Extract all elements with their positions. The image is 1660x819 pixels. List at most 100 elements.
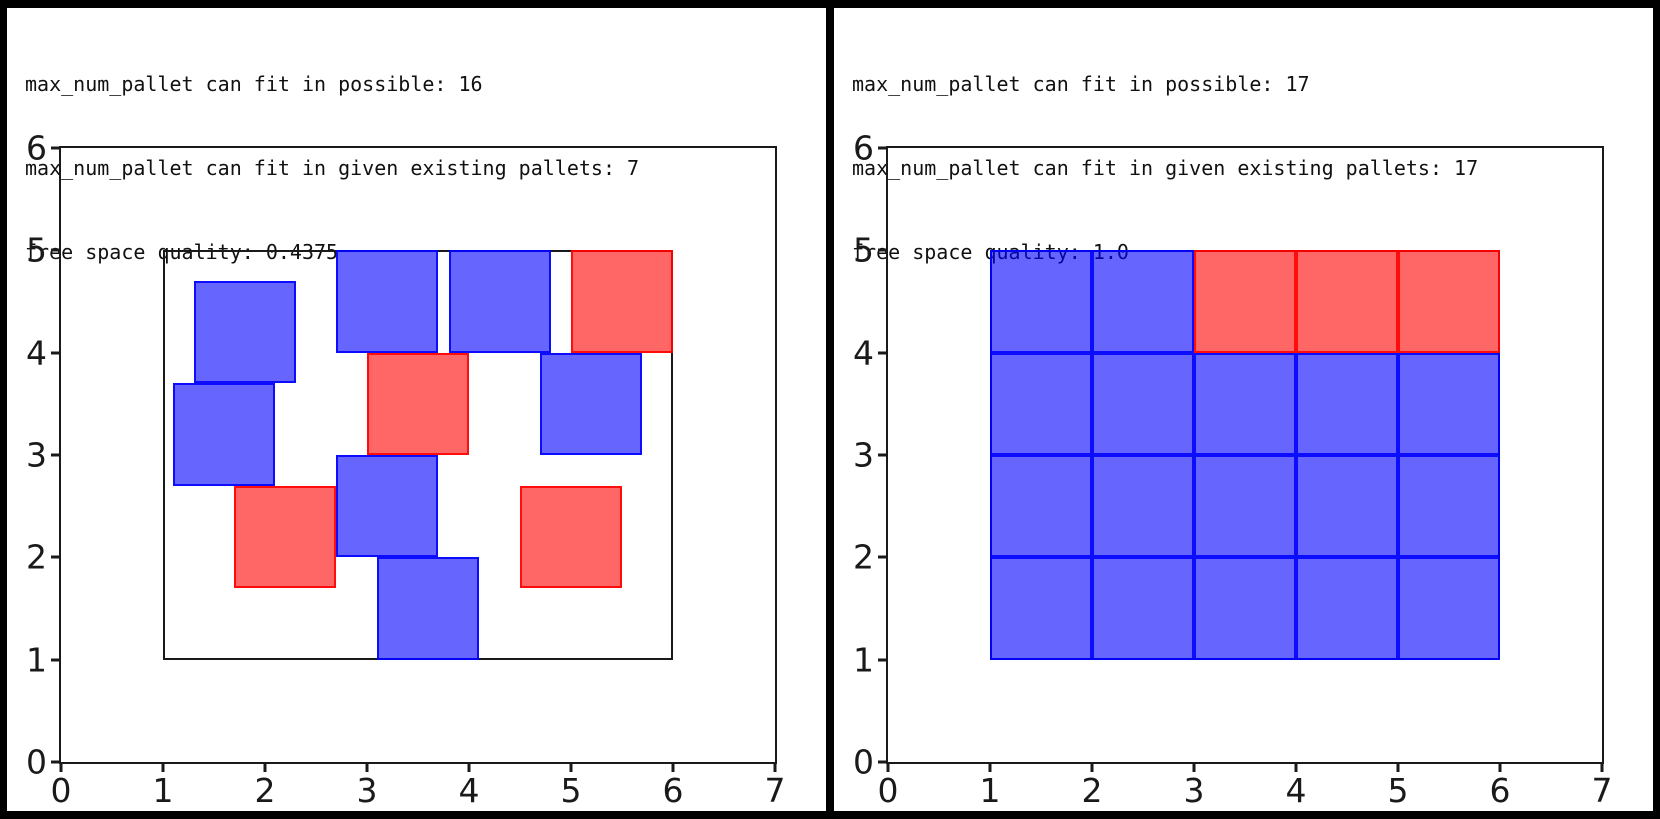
y-tick-label: 2 bbox=[853, 537, 874, 577]
x-tick-mark bbox=[161, 764, 165, 772]
y-tick-label: 6 bbox=[26, 128, 47, 168]
y-tick-label: 5 bbox=[26, 230, 47, 270]
y-tick-label: 1 bbox=[26, 640, 47, 680]
pallet-square-blue bbox=[1194, 455, 1296, 558]
x-tick-mark bbox=[886, 764, 890, 772]
pallet-square-blue bbox=[990, 557, 1092, 660]
x-tick-mark bbox=[467, 764, 471, 772]
pallet-square-blue bbox=[1092, 250, 1194, 353]
x-tick-mark bbox=[569, 764, 573, 772]
pallet-square-blue bbox=[1296, 455, 1398, 558]
pallet-square-red bbox=[367, 352, 469, 455]
y-tick-mark bbox=[51, 146, 59, 150]
pallet-square-blue bbox=[540, 352, 643, 455]
y-tick-mark bbox=[51, 760, 59, 764]
pallet-square-blue bbox=[990, 352, 1092, 455]
pallet-square-blue bbox=[173, 383, 276, 486]
panel-left: max_num_pallet can fit in possible: 16 m… bbox=[7, 8, 826, 811]
pallet-square-blue bbox=[990, 455, 1092, 558]
x-tick-label: 4 bbox=[458, 771, 480, 810]
y-tick-mark bbox=[878, 555, 886, 559]
pallet-square-blue bbox=[1398, 557, 1500, 660]
x-tick-label: 2 bbox=[1081, 771, 1103, 810]
x-tick-mark bbox=[1192, 764, 1196, 772]
pallet-square-blue bbox=[1296, 352, 1398, 455]
y-tick-label: 6 bbox=[853, 128, 874, 168]
x-tick-label: 0 bbox=[877, 771, 899, 810]
pallet-square-blue bbox=[448, 250, 551, 353]
info-text-right: max_num_pallet can fit in possible: 17 m… bbox=[852, 14, 1478, 322]
x-tick-mark bbox=[773, 764, 777, 772]
pallet-square-blue bbox=[1092, 557, 1194, 660]
info-line-existing: max_num_pallet can fit in given existing… bbox=[25, 156, 640, 180]
x-tick-mark bbox=[988, 764, 992, 772]
y-tick-label: 3 bbox=[853, 435, 874, 475]
x-tick-label: 6 bbox=[1489, 771, 1511, 810]
pallet-square-blue bbox=[1296, 557, 1398, 660]
x-tick-mark bbox=[1396, 764, 1400, 772]
pallet-square-blue bbox=[1398, 352, 1500, 455]
pallet-square-blue bbox=[336, 455, 439, 558]
pallet-square-red bbox=[571, 250, 673, 353]
x-tick-mark bbox=[1498, 764, 1502, 772]
pallet-square-red bbox=[1296, 250, 1398, 353]
x-tick-mark bbox=[59, 764, 63, 772]
pallet-square-blue bbox=[336, 250, 439, 353]
pallet-square-blue bbox=[1092, 455, 1194, 558]
panel-right: max_num_pallet can fit in possible: 17 m… bbox=[834, 8, 1653, 811]
x-tick-label: 0 bbox=[50, 771, 72, 810]
y-tick-label: 3 bbox=[26, 435, 47, 475]
x-tick-label: 3 bbox=[1183, 771, 1205, 810]
y-tick-mark bbox=[878, 248, 886, 252]
y-tick-label: 0 bbox=[853, 742, 874, 782]
info-line-possible: max_num_pallet can fit in possible: 17 bbox=[852, 72, 1310, 96]
y-tick-mark bbox=[878, 146, 886, 150]
pallet-square-red bbox=[234, 485, 337, 589]
info-line-existing: max_num_pallet can fit in given existing… bbox=[852, 156, 1479, 180]
pallet-square-blue bbox=[193, 281, 296, 384]
x-tick-mark bbox=[1294, 764, 1298, 772]
pallet-square-blue bbox=[1092, 352, 1194, 455]
pallet-square-blue bbox=[377, 557, 480, 660]
x-tick-mark bbox=[1090, 764, 1094, 772]
x-tick-mark bbox=[365, 764, 369, 772]
x-tick-label: 1 bbox=[152, 771, 174, 810]
y-tick-mark bbox=[51, 555, 59, 559]
y-tick-label: 4 bbox=[26, 333, 47, 373]
x-tick-label: 7 bbox=[1591, 771, 1613, 810]
info-text-left: max_num_pallet can fit in possible: 16 m… bbox=[25, 14, 639, 322]
x-tick-mark bbox=[1600, 764, 1604, 772]
x-tick-mark bbox=[263, 764, 267, 772]
y-tick-mark bbox=[878, 453, 886, 457]
pallet-square-blue bbox=[990, 250, 1092, 353]
y-tick-label: 2 bbox=[26, 537, 47, 577]
x-tick-label: 7 bbox=[764, 771, 786, 810]
x-tick-label: 5 bbox=[1387, 771, 1409, 810]
x-tick-label: 4 bbox=[1285, 771, 1307, 810]
y-tick-mark bbox=[51, 658, 59, 662]
y-tick-mark bbox=[51, 351, 59, 355]
x-tick-label: 5 bbox=[560, 771, 582, 810]
pallet-square-blue bbox=[1398, 455, 1500, 558]
x-tick-label: 2 bbox=[254, 771, 276, 810]
y-tick-mark bbox=[51, 248, 59, 252]
y-tick-label: 5 bbox=[853, 230, 874, 270]
pallet-square-red bbox=[1398, 250, 1500, 353]
pallet-square-blue bbox=[1194, 352, 1296, 455]
x-tick-mark bbox=[671, 764, 675, 772]
y-tick-mark bbox=[878, 760, 886, 764]
info-line-possible: max_num_pallet can fit in possible: 16 bbox=[25, 72, 483, 96]
pallet-square-red bbox=[1194, 250, 1296, 353]
x-tick-label: 6 bbox=[662, 771, 684, 810]
x-tick-label: 3 bbox=[356, 771, 378, 810]
y-tick-mark bbox=[878, 658, 886, 662]
y-tick-label: 1 bbox=[853, 640, 874, 680]
y-tick-mark bbox=[51, 453, 59, 457]
pallet-square-blue bbox=[1194, 557, 1296, 660]
x-tick-label: 1 bbox=[979, 771, 1001, 810]
y-tick-label: 0 bbox=[26, 742, 47, 782]
y-tick-label: 4 bbox=[853, 333, 874, 373]
